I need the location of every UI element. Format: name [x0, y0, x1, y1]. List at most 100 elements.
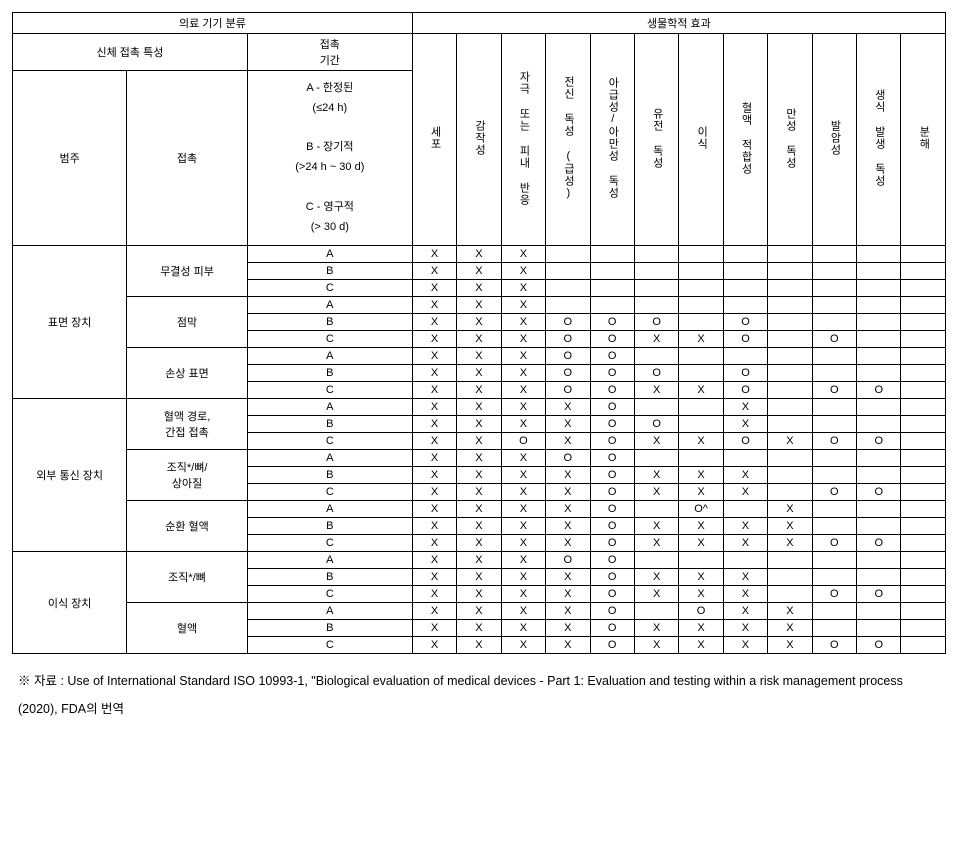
value-cell: [857, 416, 901, 433]
value-cell: X: [501, 382, 545, 399]
value-cell: [857, 467, 901, 484]
value-cell: O: [723, 365, 767, 382]
value-cell: [812, 518, 856, 535]
value-cell: X: [457, 518, 501, 535]
value-cell: O: [634, 416, 678, 433]
value-cell: O: [546, 365, 590, 382]
value-cell: [679, 450, 723, 467]
value-cell: X: [501, 450, 545, 467]
value-cell: X: [546, 603, 590, 620]
contact-cell: 점막: [127, 297, 248, 348]
value-cell: X: [412, 365, 456, 382]
value-cell: [546, 280, 590, 297]
value-cell: X: [546, 484, 590, 501]
value-cell: O: [590, 569, 634, 586]
value-cell: [679, 365, 723, 382]
value-cell: [857, 297, 901, 314]
value-cell: X: [501, 399, 545, 416]
value-cell: X: [457, 586, 501, 603]
value-cell: [857, 569, 901, 586]
value-cell: O: [546, 552, 590, 569]
contact-cell: 무결성 피부: [127, 246, 248, 297]
value-cell: X: [679, 484, 723, 501]
value-cell: [723, 348, 767, 365]
value-cell: X: [457, 263, 501, 280]
value-cell: X: [634, 535, 678, 552]
table-header: 의료 기기 분류 생물학적 효과 신체 접촉 특성 접촉 기간 세포 감작성 자…: [13, 13, 946, 246]
duration-cell: C: [247, 535, 412, 552]
value-cell: X: [412, 314, 456, 331]
duration-cell: B: [247, 467, 412, 484]
duration-cell: A: [247, 348, 412, 365]
contact-cell: 혈액: [127, 603, 248, 654]
value-cell: X: [634, 433, 678, 450]
duration-cell: B: [247, 365, 412, 382]
contact-cell: 혈액 경로, 간접 접촉: [127, 399, 248, 450]
value-cell: X: [501, 518, 545, 535]
table-row: 조직*/뼈/ 상아질AXXXOO: [13, 450, 946, 467]
value-cell: X: [546, 416, 590, 433]
value-cell: [723, 263, 767, 280]
value-cell: [812, 314, 856, 331]
value-cell: O: [812, 535, 856, 552]
value-cell: [768, 365, 812, 382]
value-cell: [634, 399, 678, 416]
value-cell: X: [501, 297, 545, 314]
value-cell: O: [546, 450, 590, 467]
value-cell: X: [457, 535, 501, 552]
value-cell: X: [412, 297, 456, 314]
value-cell: X: [412, 263, 456, 280]
table-body: 표면 장치무결성 피부AXXXBXXXCXXX점막AXXXBXXXOOOOCXX…: [13, 246, 946, 654]
value-cell: X: [546, 433, 590, 450]
hdr-bio-effect: 생물학적 효과: [412, 13, 945, 34]
value-cell: [679, 348, 723, 365]
value-cell: [812, 552, 856, 569]
value-cell: X: [679, 433, 723, 450]
hdr-effect-3: 전신 독성 (급성): [546, 34, 590, 246]
value-cell: [812, 467, 856, 484]
value-cell: [723, 450, 767, 467]
value-cell: X: [457, 433, 501, 450]
value-cell: O: [546, 314, 590, 331]
value-cell: [679, 246, 723, 263]
value-cell: X: [679, 535, 723, 552]
value-cell: O: [812, 433, 856, 450]
duration-cell: B: [247, 263, 412, 280]
value-cell: X: [457, 637, 501, 654]
table-row: 순환 혈액AXXXXOO^X: [13, 501, 946, 518]
value-cell: [634, 280, 678, 297]
value-cell: [679, 263, 723, 280]
value-cell: O: [723, 433, 767, 450]
value-cell: X: [546, 569, 590, 586]
value-cell: X: [501, 637, 545, 654]
value-cell: [857, 603, 901, 620]
value-cell: X: [501, 535, 545, 552]
value-cell: X: [768, 518, 812, 535]
value-cell: [901, 620, 946, 637]
value-cell: [679, 314, 723, 331]
value-cell: [901, 603, 946, 620]
value-cell: [768, 552, 812, 569]
value-cell: [812, 416, 856, 433]
value-cell: [634, 246, 678, 263]
value-cell: [857, 348, 901, 365]
value-cell: O: [812, 382, 856, 399]
value-cell: X: [723, 620, 767, 637]
value-cell: [901, 246, 946, 263]
value-cell: [812, 365, 856, 382]
value-cell: X: [679, 620, 723, 637]
value-cell: [901, 569, 946, 586]
table-row: 외부 통신 장치혈액 경로, 간접 접촉AXXXXOX: [13, 399, 946, 416]
hdr-effect-8: 만성 독성: [768, 34, 812, 246]
value-cell: X: [501, 586, 545, 603]
value-cell: [901, 297, 946, 314]
value-cell: O: [546, 331, 590, 348]
value-cell: X: [501, 467, 545, 484]
hdr-duration-detail: A - 한정된 (≤24 h) B - 장기적 (>24 h ~ 30 d) C…: [247, 71, 412, 246]
value-cell: X: [768, 501, 812, 518]
hdr-body-contact: 신체 접촉 특성: [13, 34, 248, 71]
value-cell: O: [723, 382, 767, 399]
duration-cell: B: [247, 314, 412, 331]
value-cell: O: [723, 331, 767, 348]
value-cell: X: [768, 603, 812, 620]
